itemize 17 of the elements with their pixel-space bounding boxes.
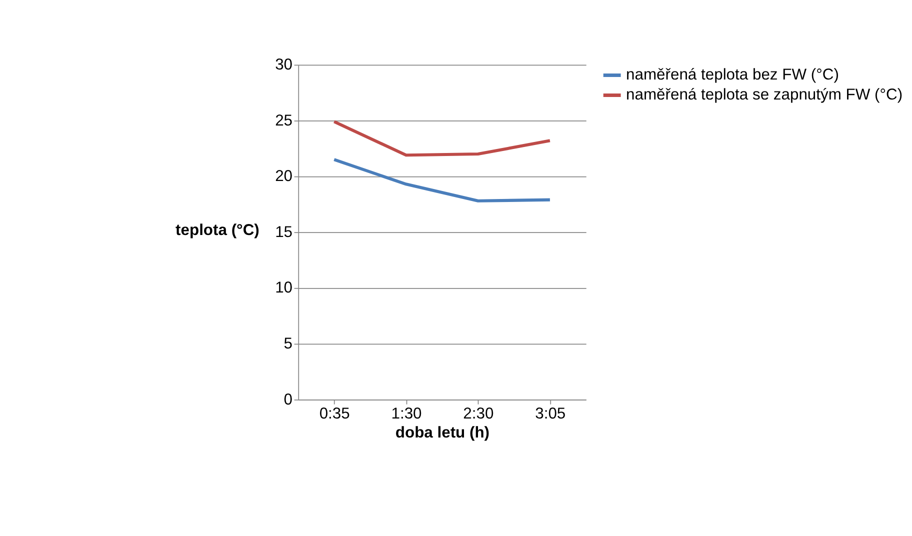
x-tick-label: 0:35 [319, 405, 350, 422]
y-tick-label: 10 [275, 280, 293, 297]
x-axis-title: doba letu (h) [395, 424, 490, 442]
line-series [332, 158, 552, 202]
y-tick-label: 5 [284, 336, 293, 353]
legend-label: naměřená teplota bez FW (°C) [626, 66, 839, 84]
y-tick-label: 25 [275, 112, 293, 130]
y-tick-label: 20 [275, 168, 293, 186]
y-axis-title: teplota (°C) [176, 222, 260, 240]
x-tick-label: 2:30 [463, 405, 494, 422]
y-tick-label: 15 [275, 224, 293, 241]
line-series [332, 120, 552, 157]
y-tick-label: 30 [275, 56, 293, 74]
x-tick-label: 1:30 [391, 405, 422, 422]
x-tick-label: 3:05 [535, 405, 566, 422]
legend-label: naměřená teplota se zapnutým FW (°C) [626, 86, 903, 104]
y-tick-label: 0 [284, 391, 293, 408]
